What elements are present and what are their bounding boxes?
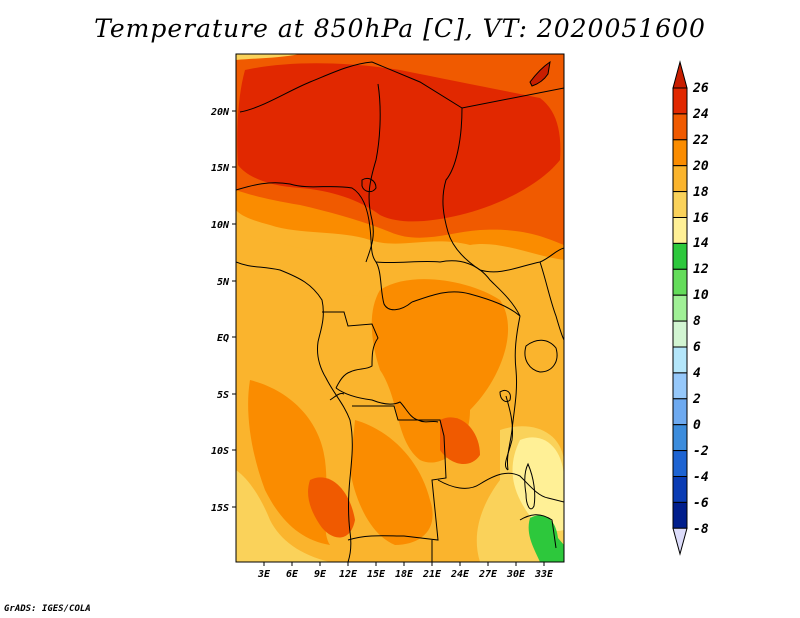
border-mozambique <box>519 514 557 549</box>
colorbar-label: 26 <box>692 81 709 96</box>
colorbar-label: 10 <box>693 288 709 303</box>
colorbar-seg-18-20 <box>672 165 688 193</box>
border-chad-west <box>365 83 381 263</box>
colorbar-label: 22 <box>692 133 709 148</box>
lon-label-30E: 30E <box>506 569 526 580</box>
lat-label-20N: 20N <box>210 107 230 118</box>
colorbar-seg-2-4 <box>672 372 688 400</box>
lon-label-18E: 18E <box>395 569 414 580</box>
lon-label-12E: 12E <box>339 569 358 580</box>
lon-label-3E: 3E <box>257 569 271 580</box>
field-band-20-22-congo <box>371 279 509 463</box>
coastline-west <box>236 261 353 562</box>
border-sahel-north <box>239 61 564 113</box>
temperature-field <box>236 54 564 562</box>
field-band-16-18-nw-edge <box>236 54 300 60</box>
field-band-24-26-north <box>237 63 561 222</box>
border-car <box>375 260 521 317</box>
border-drc-north <box>411 291 521 317</box>
border-angola <box>347 405 447 541</box>
colorbar-label: 14 <box>693 236 709 251</box>
colorbar-label: -6 <box>693 496 709 511</box>
colorbar-seg-16-18 <box>672 191 688 219</box>
map-frame <box>235 53 565 563</box>
colorbar-labels: 26 24 22 20 18 16 14 12 10 8 6 4 2 0 -2 … <box>692 81 709 537</box>
colorbar-seg-4-6 <box>672 346 688 374</box>
colorbar-bottom-triangle <box>672 527 688 556</box>
field-band-20-22-southwest <box>248 380 330 545</box>
field-band-22-24-south <box>308 477 355 538</box>
lat-label-10S: 10S <box>211 446 229 457</box>
colorbar-seg-m6-m4 <box>672 476 688 503</box>
border-lake-malawi <box>524 462 536 510</box>
field-band-12-14-east <box>528 515 564 562</box>
lon-label-33E: 33E <box>534 569 554 580</box>
field-band-18-20-northwest <box>236 230 376 297</box>
colorbar-label: -2 <box>693 444 709 459</box>
colorbar-seg-m2-0 <box>672 424 688 452</box>
border-east-uganda <box>539 261 564 341</box>
field-band-22-24-lake <box>440 417 480 465</box>
border-sudan <box>442 107 564 273</box>
lon-label-21E: 21E <box>422 569 442 580</box>
lon-label-15E: 15E <box>367 569 386 580</box>
colorbar-label: -4 <box>693 470 709 485</box>
colorbar-seg-m4-m2 <box>672 450 688 478</box>
colorbar-label: 20 <box>692 159 709 174</box>
lat-label-15N: 15N <box>211 163 230 174</box>
colorbar <box>672 60 688 556</box>
border-nigeria-cameroon <box>236 182 413 311</box>
lat-label-15S: 15S <box>211 503 229 514</box>
colorbar-label: 16 <box>693 211 709 226</box>
colorbar-seg-0-2 <box>672 398 688 426</box>
border-congo <box>322 311 379 389</box>
lon-label-27E: 27E <box>478 569 498 580</box>
colorbar-label: 24 <box>692 107 709 122</box>
latitude-axis: 20N 15N 10N 5N EQ 5S 10S 15S <box>210 107 236 514</box>
colorbar-top-triangle <box>672 60 688 89</box>
colorbar-label: -8 <box>693 522 709 537</box>
colorbar-seg-24-26 <box>672 87 688 115</box>
colorbar-seg-14-16 <box>672 217 688 244</box>
colorbar-label: 0 <box>693 418 701 433</box>
colorbar-seg-20-22 <box>672 139 688 167</box>
border-lake-tanganyika <box>505 395 513 471</box>
lat-label-5S: 5S <box>217 390 229 401</box>
field-band-14-16-east <box>512 437 564 531</box>
longitude-axis: 3E 6E 9E 12E 15E 18E 21E 24E 27E 30E 33E <box>257 562 554 580</box>
border-lake-chad <box>361 177 377 193</box>
chart-title: Temperature at 850hPa [C], VT: 202005160… <box>94 14 706 43</box>
field-band-20-22-angola <box>350 420 433 545</box>
field-band-16-18-west <box>236 470 330 562</box>
colorbar-label: 12 <box>693 262 709 277</box>
colorbar-seg-8-10 <box>672 294 688 322</box>
lon-label-24E: 24E <box>450 569 470 580</box>
colorbar-label: 6 <box>693 340 701 355</box>
country-borders <box>236 60 564 562</box>
border-zambia <box>437 472 564 503</box>
colorbar-seg-12-14 <box>672 242 688 270</box>
colorbar-label: 2 <box>692 392 701 407</box>
colorbar-seg-m8-m6 <box>672 501 688 529</box>
lon-label-9E: 9E <box>314 569 327 580</box>
border-sinai-north <box>529 60 551 87</box>
colorbar-seg-22-24 <box>672 113 688 141</box>
colorbar-label: 4 <box>693 366 701 381</box>
lat-label-5N: 5N <box>217 277 230 288</box>
border-drc-angola-north <box>329 393 345 401</box>
lon-label-6E: 6E <box>286 569 299 580</box>
border-lake-kivu <box>499 389 511 403</box>
border-drc-west <box>335 387 439 423</box>
lat-label-10N: 10N <box>211 220 230 231</box>
lat-label-EQ: EQ <box>217 333 229 344</box>
colorbar-seg-6-8 <box>672 320 688 348</box>
colorbar-label: 8 <box>693 314 701 329</box>
grads-credit: GrADS: IGES/COLA <box>4 604 91 614</box>
border-lake-victoria <box>524 339 558 373</box>
colorbar-seg-10-12 <box>672 268 688 296</box>
colorbar-label: 18 <box>693 185 709 200</box>
